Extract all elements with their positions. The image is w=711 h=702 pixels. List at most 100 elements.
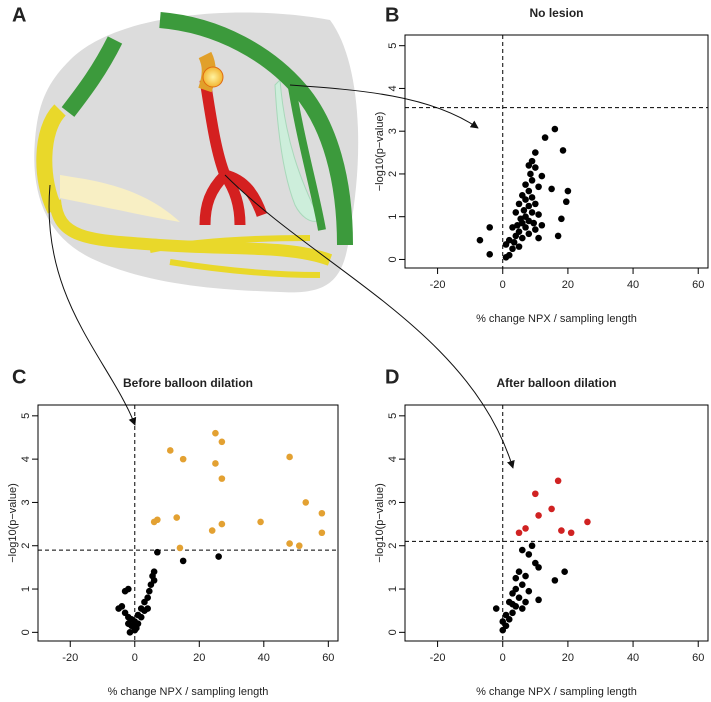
point (492, 605, 500, 612)
chart-title: No lesion (529, 6, 583, 20)
y-tick-label: 5 (387, 413, 399, 419)
point (535, 512, 542, 519)
point (518, 581, 526, 589)
x-tick-label: -20 (62, 652, 78, 664)
point (286, 453, 293, 461)
chart-title: Before balloon dilation (123, 376, 253, 390)
point (559, 147, 567, 154)
y-tick-label: 0 (20, 629, 32, 635)
point (137, 613, 145, 621)
point (166, 447, 174, 454)
plot-box (404, 34, 709, 269)
point (147, 581, 155, 589)
point (515, 568, 523, 576)
point (532, 149, 539, 156)
point (318, 529, 326, 537)
point (512, 209, 520, 216)
point (218, 520, 226, 528)
point (525, 187, 533, 195)
point (584, 518, 591, 526)
point (486, 224, 494, 231)
point (510, 239, 518, 246)
x-axis-label: % change NPX / sampling length (476, 313, 637, 325)
point (509, 245, 516, 253)
y-tick-label: 1 (387, 586, 399, 592)
point (302, 499, 310, 506)
point (522, 572, 529, 580)
y-tick-label: 2 (20, 543, 32, 549)
point (528, 194, 536, 201)
y-tick-label: 0 (387, 629, 399, 635)
point (512, 232, 520, 240)
x-tick-label: 20 (193, 652, 205, 664)
point (558, 527, 565, 534)
point (126, 629, 134, 636)
point (499, 626, 507, 634)
point (525, 230, 533, 238)
point (541, 134, 549, 141)
point (295, 542, 303, 550)
point (551, 125, 559, 133)
point (528, 542, 536, 550)
y-tick-label: 1 (387, 214, 399, 220)
x-tick-label: 0 (132, 652, 138, 664)
point (515, 243, 523, 250)
point (554, 477, 562, 485)
point (535, 596, 542, 604)
point (502, 254, 510, 261)
point (176, 544, 184, 552)
point (564, 187, 572, 195)
point (538, 172, 546, 180)
point (486, 251, 494, 258)
point (562, 198, 570, 206)
y-tick-label: 4 (20, 456, 32, 462)
panel-label: B (385, 4, 399, 26)
point (318, 509, 326, 517)
x-tick-label: 40 (258, 652, 270, 664)
point (179, 455, 187, 463)
point (518, 234, 526, 242)
point (286, 540, 293, 547)
y-tick-label: 2 (387, 543, 399, 549)
point (141, 598, 148, 606)
x-tick-label: 60 (692, 279, 704, 291)
point (520, 206, 528, 214)
point (522, 525, 529, 532)
point (218, 475, 226, 482)
point (561, 568, 568, 576)
point (509, 609, 516, 617)
point (505, 616, 513, 623)
x-axis-label: % change NPX / sampling length (476, 686, 637, 698)
point (515, 529, 523, 537)
point (548, 505, 555, 513)
point (115, 605, 122, 612)
point (518, 546, 526, 554)
point (125, 620, 132, 627)
point (518, 605, 526, 612)
x-tick-label: 40 (627, 279, 639, 291)
point (212, 460, 219, 467)
point (154, 548, 161, 556)
y-axis-label: −log10(p−value) (374, 483, 386, 563)
x-tick-label: 40 (627, 652, 639, 664)
plot-box (37, 404, 339, 642)
y-axis-label: −log10(p−value) (7, 483, 19, 563)
point (551, 577, 559, 584)
point (121, 587, 129, 595)
point (509, 590, 516, 597)
y-tick-label: 5 (387, 43, 399, 49)
point (522, 181, 529, 188)
point (554, 232, 562, 240)
point (154, 516, 161, 524)
point (522, 224, 529, 231)
point (509, 600, 516, 608)
point (535, 183, 542, 191)
y-tick-label: 1 (20, 586, 32, 592)
point (525, 551, 533, 558)
x-tick-label: -20 (430, 279, 446, 291)
point (212, 429, 219, 437)
point (145, 587, 153, 595)
point (532, 200, 539, 208)
x-tick-label: 0 (500, 652, 506, 664)
